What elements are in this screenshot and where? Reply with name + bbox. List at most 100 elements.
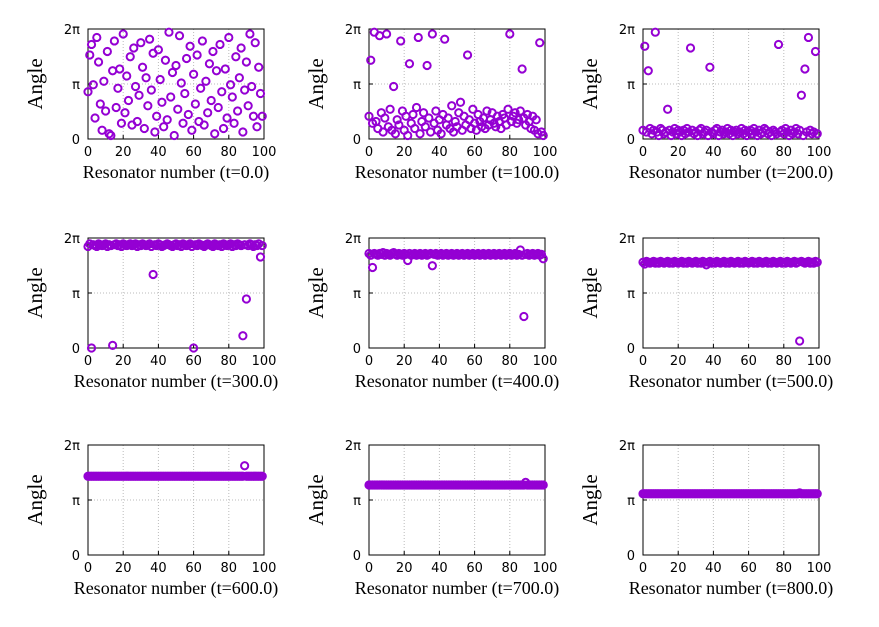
data-point xyxy=(535,38,545,48)
data-point xyxy=(233,106,243,116)
y-tick-label: 0 xyxy=(627,133,635,148)
data-point xyxy=(218,123,229,134)
data-point xyxy=(396,36,406,46)
x-tick-label: 60 xyxy=(740,561,757,576)
data-point xyxy=(106,130,116,141)
x-tick-label: 60 xyxy=(740,145,757,160)
x-tick-label: 0 xyxy=(639,561,647,576)
y-tick-label: π xyxy=(627,287,635,302)
data-point xyxy=(211,66,222,76)
data-point xyxy=(420,122,430,132)
y-tick-label: 0 xyxy=(353,133,361,148)
data-point xyxy=(531,115,541,125)
data-point xyxy=(222,113,232,123)
y-tick-label: 2π xyxy=(64,232,80,247)
y-tick-label: 2π xyxy=(345,439,361,454)
y-tick-label: 0 xyxy=(72,549,80,564)
data-point xyxy=(152,111,162,121)
data-point xyxy=(807,129,817,139)
data-point xyxy=(427,261,437,271)
y-tick-label: 2π xyxy=(64,23,80,38)
data-point xyxy=(800,64,810,74)
data-point xyxy=(199,120,209,130)
data-point xyxy=(505,29,515,39)
data-point xyxy=(102,46,112,57)
x-tick-label: 60 xyxy=(185,561,202,576)
data-point xyxy=(812,257,822,267)
x-axis-label: Resonator number (t=400.0) xyxy=(354,371,560,391)
data-point xyxy=(192,50,202,60)
data-point xyxy=(255,252,266,262)
x-tick-label: 40 xyxy=(150,561,167,576)
data-point xyxy=(190,99,200,109)
y-tick-label: 2π xyxy=(619,439,635,454)
data-point xyxy=(141,73,151,83)
x-tick-label: 20 xyxy=(396,145,413,160)
data-point xyxy=(422,60,432,71)
x-axis-label: Resonator number (t=800.0) xyxy=(628,578,834,598)
x-tick-label: 0 xyxy=(84,145,92,160)
data-point xyxy=(189,69,199,79)
data-point xyxy=(257,111,267,121)
data-point xyxy=(162,115,172,125)
data-point xyxy=(113,83,123,93)
data-point xyxy=(482,106,492,116)
data-point xyxy=(810,46,821,57)
data-point xyxy=(122,71,132,81)
y-tick-label: π xyxy=(353,494,361,509)
data-point xyxy=(380,113,390,123)
x-tick-label: 20 xyxy=(115,145,132,160)
x-axis-label: Resonator number (t=600.0) xyxy=(73,578,279,598)
x-tick-label: 0 xyxy=(639,354,647,369)
x-tick-label: 100 xyxy=(252,354,277,369)
x-tick-label: 40 xyxy=(431,354,448,369)
y-tick-label: 2π xyxy=(345,23,361,38)
data-point xyxy=(129,43,139,53)
data-point xyxy=(257,471,267,481)
data-point xyxy=(382,29,392,39)
data-point xyxy=(95,99,105,109)
data-point xyxy=(440,34,450,44)
data-point xyxy=(181,53,192,64)
data-point xyxy=(206,95,216,106)
data-point xyxy=(178,118,188,128)
data-point xyxy=(812,129,822,139)
data-point xyxy=(145,34,155,44)
x-tick-label: 80 xyxy=(221,145,238,160)
data-point xyxy=(701,125,711,135)
data-point xyxy=(173,104,183,114)
data-point xyxy=(367,262,378,273)
x-tick-label: 0 xyxy=(365,354,373,369)
data-point xyxy=(185,41,195,51)
y-tick-label: 2π xyxy=(619,23,635,38)
data-point xyxy=(252,240,262,251)
data-point xyxy=(366,55,376,65)
data-point xyxy=(468,104,478,114)
x-tick-label: 60 xyxy=(466,561,483,576)
data-point xyxy=(390,129,400,139)
x-tick-label: 60 xyxy=(466,145,483,160)
data-point xyxy=(245,29,255,39)
data-point xyxy=(503,104,513,114)
data-point xyxy=(427,29,437,39)
y-tick-label: π xyxy=(353,287,361,302)
x-tick-label: 100 xyxy=(807,354,832,369)
y-tick-label: 2π xyxy=(345,232,361,247)
data-point xyxy=(115,64,125,74)
data-point xyxy=(803,32,814,43)
y-tick-label: 2π xyxy=(64,439,80,454)
data-point xyxy=(189,343,199,353)
data-point xyxy=(130,81,141,92)
data-point xyxy=(413,32,423,43)
data-point xyxy=(88,80,98,90)
data-point xyxy=(455,97,466,107)
data-point xyxy=(385,104,395,114)
x-tick-label: 100 xyxy=(807,561,832,576)
data-point xyxy=(101,106,111,116)
x-tick-label: 80 xyxy=(776,561,793,576)
